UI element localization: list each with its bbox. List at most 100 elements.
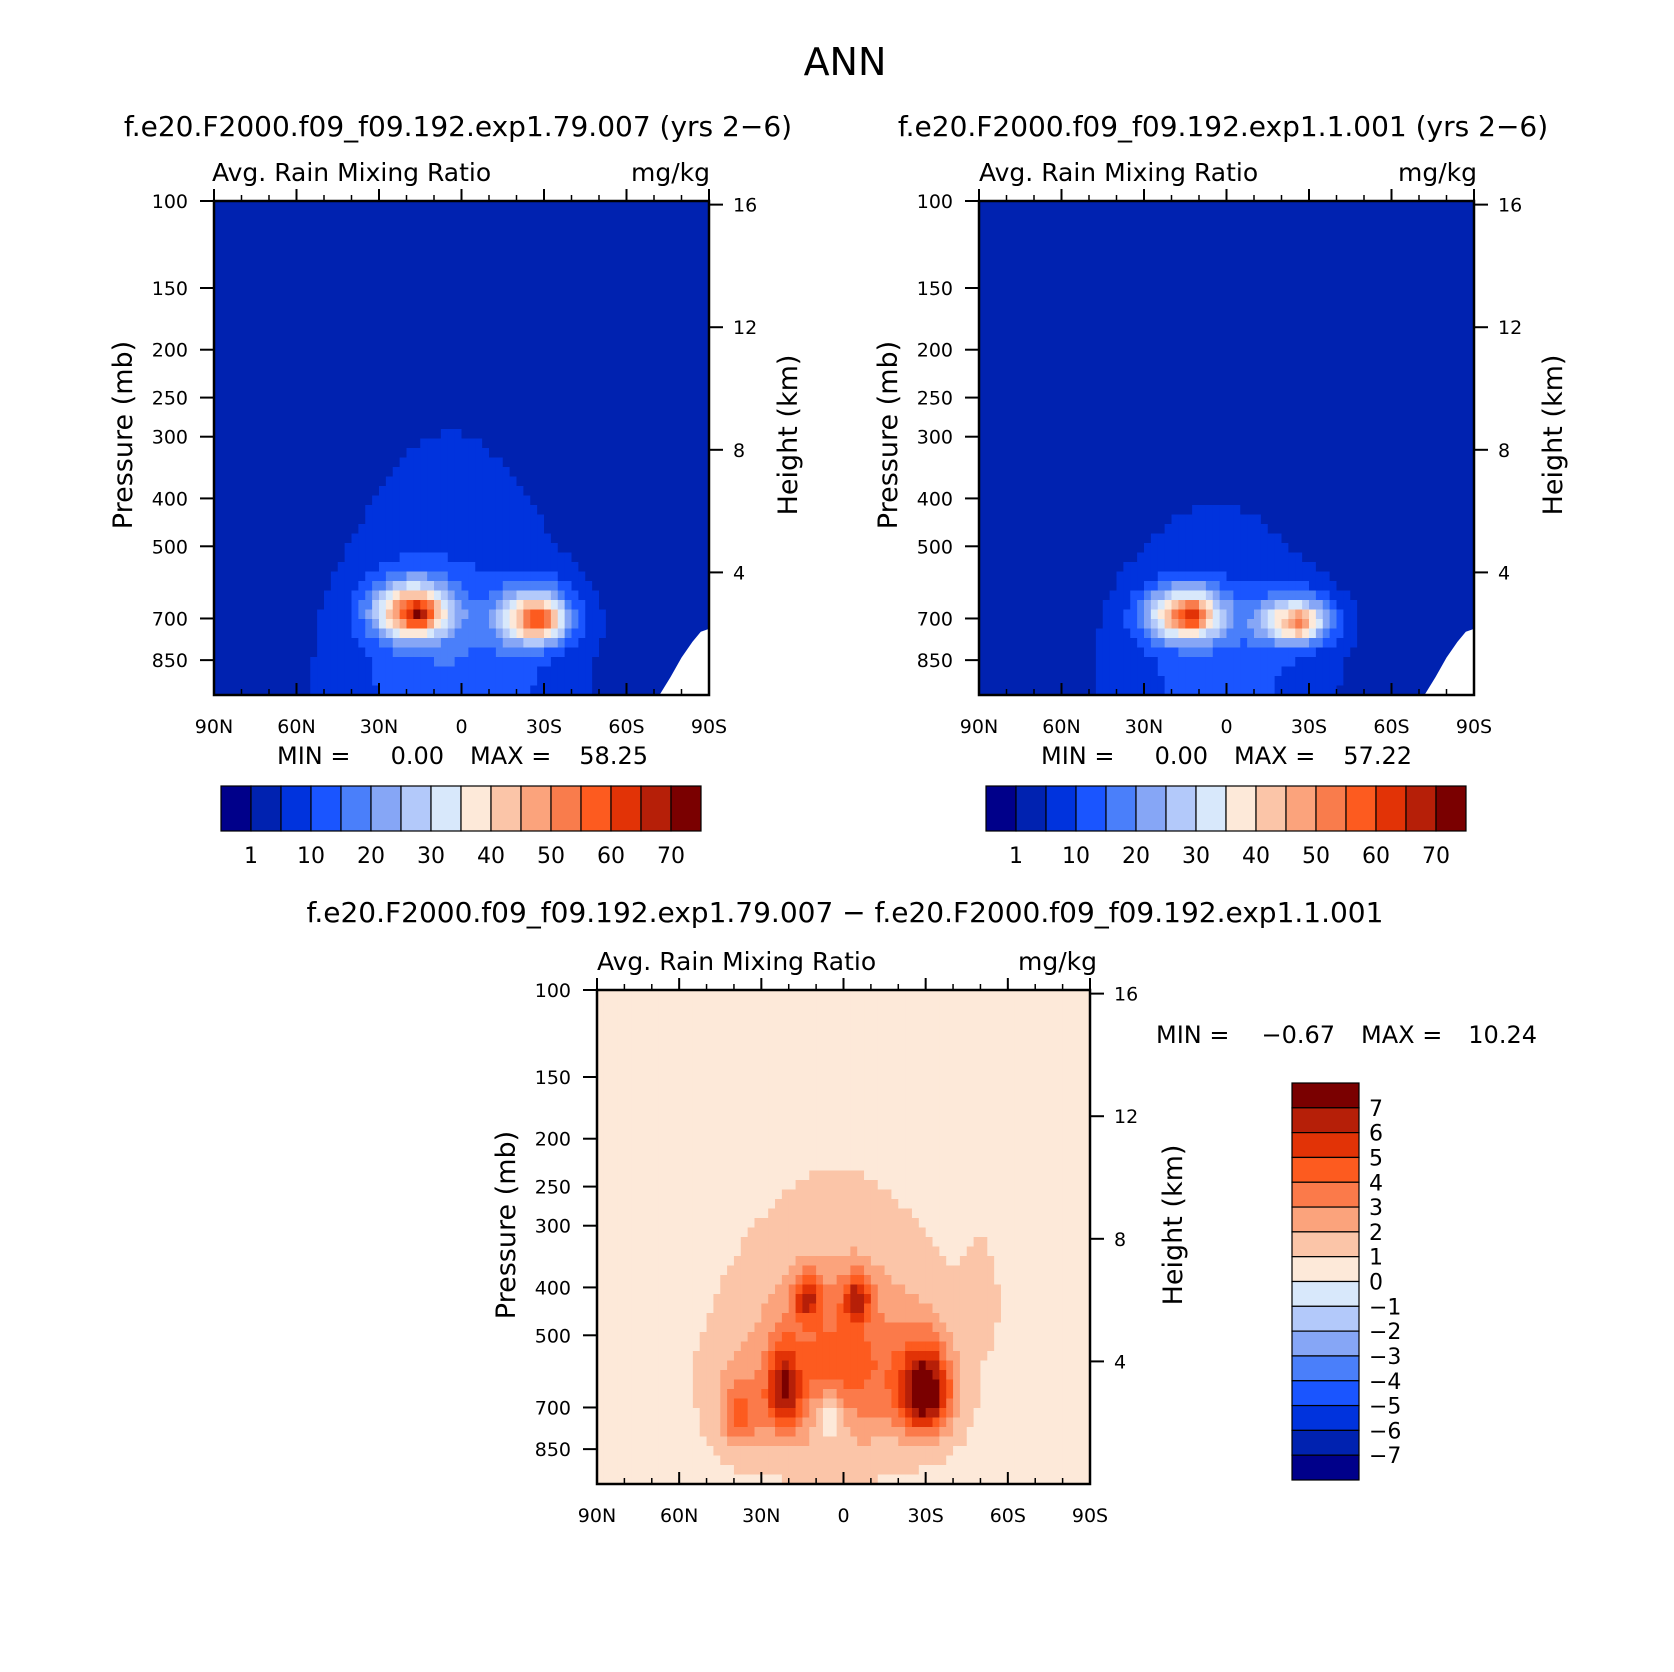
field-cell	[296, 343, 304, 354]
field-cell	[647, 524, 655, 535]
field-cell	[427, 524, 435, 535]
field-cell	[979, 267, 987, 278]
field-cell	[269, 229, 277, 240]
field-cell	[489, 353, 497, 364]
field-cell	[248, 562, 256, 573]
field-cell	[654, 581, 662, 592]
field-cell	[660, 362, 669, 373]
field-cell	[413, 400, 421, 411]
field-cell	[999, 229, 1008, 240]
field-cell	[578, 476, 586, 487]
topography-mask	[659, 628, 709, 695]
field-cell	[337, 600, 346, 611]
field-cell	[296, 590, 304, 601]
field-cell	[530, 239, 538, 250]
field-cell	[599, 410, 607, 421]
field-cell	[406, 296, 414, 307]
field-cell	[220, 258, 229, 269]
field-cell	[1343, 248, 1351, 259]
field-cell	[351, 514, 359, 525]
field-cell	[234, 343, 243, 354]
field-cell	[612, 457, 621, 468]
field-cell	[619, 220, 628, 231]
field-cell	[564, 600, 573, 611]
field-cell	[262, 239, 270, 250]
field-cell	[654, 315, 662, 326]
field-cell	[454, 391, 463, 402]
field-cell	[1370, 229, 1379, 240]
field-cell	[1144, 286, 1152, 297]
field-cell	[303, 486, 311, 497]
field-cell	[660, 201, 669, 212]
field-cell	[392, 628, 401, 639]
field-cell	[1398, 315, 1406, 326]
field-cell	[516, 581, 524, 592]
field-cell	[337, 438, 346, 449]
field-cell	[420, 562, 428, 573]
field-cell	[1467, 296, 1475, 307]
field-cell	[979, 334, 987, 345]
field-cell	[1439, 315, 1448, 326]
field-cell	[660, 533, 669, 544]
field-cell	[1460, 201, 1468, 212]
field-cell	[674, 628, 683, 639]
field-cell	[413, 372, 421, 383]
field-cell	[337, 476, 346, 487]
field-cell	[1089, 201, 1097, 212]
field-cell	[1247, 334, 1255, 345]
field-cell	[654, 666, 662, 677]
field-cell	[1130, 248, 1138, 259]
field-cell	[626, 590, 634, 601]
field-cell	[681, 543, 689, 554]
field-cell	[640, 334, 648, 345]
field-cell	[557, 410, 566, 421]
field-cell	[654, 419, 662, 430]
field-cell	[392, 400, 401, 411]
field-cell	[296, 524, 304, 535]
field-cell	[1068, 334, 1076, 345]
field-cell	[674, 296, 683, 307]
field-cell	[1137, 343, 1145, 354]
field-cell	[640, 248, 648, 259]
field-cell	[234, 419, 243, 430]
field-cell	[406, 676, 414, 687]
field-cell	[310, 448, 318, 459]
field-cell	[468, 343, 476, 354]
field-cell	[330, 609, 339, 620]
field-cell	[392, 210, 401, 221]
colorbar-swatch	[430, 785, 462, 832]
field-cell	[626, 258, 634, 269]
field-cell	[489, 581, 497, 592]
field-cell	[420, 305, 428, 316]
field-cell	[269, 381, 277, 392]
field-cell	[317, 362, 325, 373]
field-cell	[406, 666, 414, 677]
field-cell	[434, 638, 442, 649]
field-cell	[303, 410, 311, 421]
field-cell	[1281, 267, 1289, 278]
field-cell	[482, 590, 490, 601]
field-cell	[275, 324, 284, 335]
field-cell	[392, 524, 401, 535]
field-cell	[695, 277, 703, 288]
field-cell	[530, 372, 538, 383]
field-cell	[695, 315, 703, 326]
field-cell	[702, 524, 710, 535]
field-cell	[571, 334, 579, 345]
field-cell	[214, 438, 222, 449]
field-cell	[585, 476, 593, 487]
field-cell	[523, 353, 531, 364]
field-cell	[337, 305, 346, 316]
field-cell	[482, 619, 490, 630]
field-cell	[337, 448, 346, 459]
field-cell	[475, 552, 483, 563]
field-cell	[1027, 324, 1035, 335]
field-cell	[523, 400, 531, 411]
field-cell	[619, 210, 628, 221]
field-cell	[406, 229, 414, 240]
field-cell	[269, 543, 277, 554]
field-cell	[289, 381, 298, 392]
field-cell	[489, 438, 497, 449]
field-cell	[1267, 229, 1276, 240]
field-cell	[523, 438, 531, 449]
